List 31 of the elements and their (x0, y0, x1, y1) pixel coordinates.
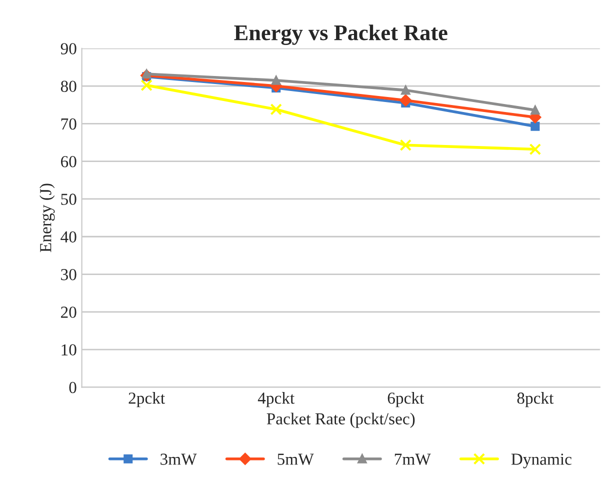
point (142, 69, 152, 79)
point (272, 76, 281, 85)
legend-label: 3mW (160, 454, 197, 465)
y-tick-label: 80 (60, 80, 76, 92)
legend-label: 5mW (278, 454, 314, 465)
y-tick-label: 50 (61, 194, 76, 205)
chart-title: Energy vs Packet Rate (234, 24, 448, 45)
y-tick-label: 40 (60, 231, 76, 243)
legend-label: Dynamic (511, 454, 572, 468)
point (270, 103, 282, 116)
y-tick-label: 90 (60, 43, 76, 54)
point (400, 139, 412, 152)
x-tick-label: 6pckt (388, 392, 424, 408)
y-tick-label: 0 (69, 382, 76, 394)
point (400, 94, 412, 106)
point (401, 86, 410, 95)
y-tick-label: 70 (61, 118, 76, 130)
y-tick-label: 10 (62, 344, 76, 356)
y-tick-label: 20 (61, 306, 76, 318)
point (530, 106, 540, 115)
x-tick-label: 2pckt (128, 392, 165, 408)
y-tick-label: 60 (61, 156, 76, 168)
point (529, 143, 542, 156)
x-tick-label: 4pckt (258, 392, 295, 408)
legend-label: 7mW (394, 454, 431, 465)
point (140, 79, 152, 92)
point (530, 122, 540, 131)
x-axis-title: Packet Rate (pckt/sec) (266, 412, 415, 428)
y-axis-title: Energy (J) (40, 184, 55, 252)
y-tick-label: 30 (61, 268, 76, 280)
x-tick-label: 8pckt (517, 392, 554, 408)
